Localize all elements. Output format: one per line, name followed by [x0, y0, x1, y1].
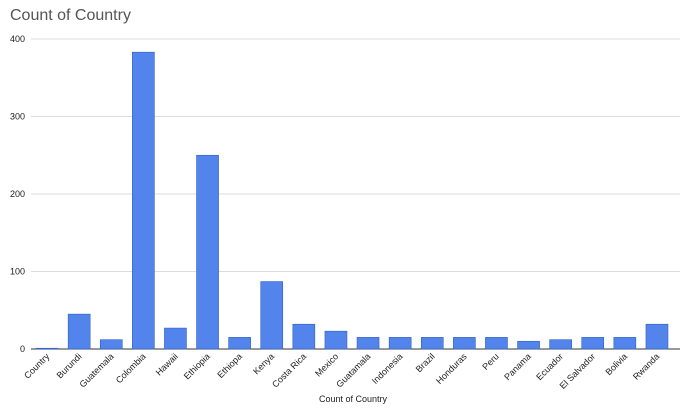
- bar: [228, 337, 251, 350]
- x-tick-label: Kenya: [251, 351, 276, 376]
- bar: [260, 281, 284, 350]
- y-tick-label: 400: [10, 34, 25, 44]
- x-tick-label: Mexico: [313, 351, 340, 378]
- x-tick-label: Guatamala: [334, 351, 372, 389]
- bar: [324, 330, 348, 350]
- x-tick-label: Ecuador: [534, 351, 565, 382]
- bar: [356, 337, 380, 350]
- x-tick-label: Peru: [480, 351, 501, 372]
- bar: [67, 313, 91, 350]
- x-tick-label: Rwanda: [631, 351, 661, 381]
- x-tick-label: Burundi: [55, 351, 84, 380]
- y-tick-label: 200: [10, 189, 25, 199]
- x-tick-label: Costa Rica: [270, 351, 308, 389]
- bar: [517, 340, 540, 350]
- y-tick-label: 300: [10, 112, 25, 122]
- bar: [453, 337, 476, 350]
- x-tick-label: Ethiopa: [215, 351, 244, 380]
- x-tick-label: Bolivia: [603, 351, 629, 377]
- x-tick-label: Ethiopia: [182, 351, 212, 381]
- x-tick-label: Indonesia: [370, 351, 405, 386]
- x-tick-label: Guatemala: [77, 351, 115, 389]
- x-axis-label: Count of Country: [319, 394, 388, 404]
- bar: [388, 337, 412, 350]
- x-tick-label: Brazil: [414, 351, 437, 374]
- bar: [485, 337, 508, 350]
- y-tick-label: 0: [20, 344, 25, 354]
- bar: [645, 323, 669, 350]
- x-tick-label: Country: [22, 351, 52, 381]
- bar: [132, 51, 155, 350]
- x-tick-label: Honduras: [434, 351, 469, 386]
- bar: [99, 339, 123, 350]
- bar: [549, 339, 572, 350]
- bar: [420, 337, 444, 350]
- x-tick-label: Hawaii: [154, 351, 180, 377]
- bar: [292, 323, 316, 350]
- bar: [613, 337, 637, 350]
- x-tick-label: Colombia: [114, 351, 148, 385]
- bar: [35, 347, 59, 350]
- bar: [164, 327, 187, 350]
- chart-title: Count of Country: [10, 7, 131, 24]
- bar: [196, 154, 219, 350]
- y-tick-label: 100: [10, 267, 25, 277]
- x-tick-label: Panama: [502, 351, 533, 382]
- bar: [581, 337, 605, 350]
